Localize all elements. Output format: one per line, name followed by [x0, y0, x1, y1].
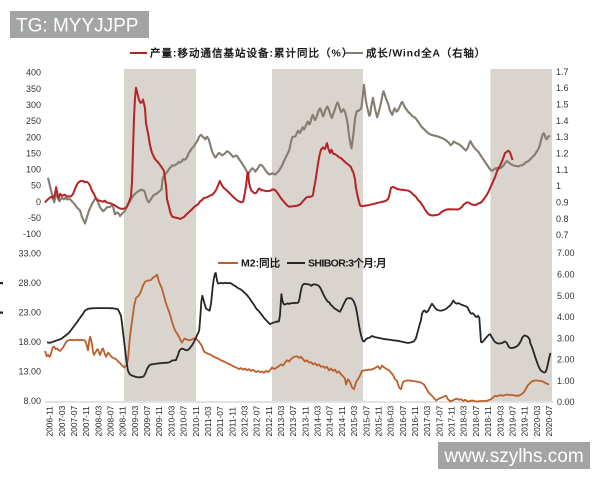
svg-text:1.7: 1.7 — [556, 67, 569, 77]
svg-text:33.00: 33.00 — [18, 249, 41, 259]
svg-text:3.00: 3.00 — [557, 333, 575, 343]
svg-text:2016-03: 2016-03 — [386, 405, 396, 436]
svg-text:23.00: 23.00 — [18, 308, 41, 318]
svg-text:50: 50 — [31, 181, 41, 191]
svg-text:1.6: 1.6 — [556, 83, 569, 93]
svg-text:2017-03: 2017-03 — [422, 405, 432, 436]
svg-text:TG: MYYJJPP: TG: MYYJJPP — [16, 16, 138, 37]
svg-text:2019-07: 2019-07 — [507, 405, 517, 436]
svg-text:2017-07: 2017-07 — [434, 405, 444, 436]
svg-text:1.1: 1.1 — [556, 165, 569, 175]
svg-text:2019-11: 2019-11 — [520, 406, 530, 436]
svg-text:1.4: 1.4 — [556, 116, 569, 126]
svg-text:2016-07: 2016-07 — [398, 405, 408, 436]
svg-text:6.00: 6.00 — [557, 270, 575, 280]
svg-text:产量:移动通信基站设备:累计同比（%）: 产量:移动通信基站设备:累计同比（%） — [150, 47, 353, 60]
svg-text:2015-11: 2015-11 — [374, 406, 384, 436]
svg-text:1: 1 — [556, 181, 561, 191]
svg-text:0: 0 — [36, 197, 41, 207]
svg-text:2018-03: 2018-03 — [459, 405, 469, 436]
svg-text:2019-03: 2019-03 — [495, 405, 505, 436]
svg-text:400: 400 — [26, 68, 41, 78]
svg-text:13.00: 13.00 — [18, 367, 41, 377]
svg-text:2007-07: 2007-07 — [69, 405, 79, 436]
svg-text:350: 350 — [26, 84, 41, 94]
svg-text:2010-03: 2010-03 — [166, 405, 176, 436]
svg-text:2012-11: 2012-11 — [264, 406, 274, 436]
svg-text:2018-11: 2018-11 — [483, 406, 493, 436]
svg-text:1.00: 1.00 — [557, 376, 575, 386]
svg-text:2014-03: 2014-03 — [313, 405, 323, 436]
svg-text:200: 200 — [26, 132, 41, 142]
svg-text:4.00: 4.00 — [557, 312, 575, 322]
svg-text:1.3: 1.3 — [556, 132, 569, 142]
svg-text:-100: -100 — [23, 229, 41, 239]
svg-text:2015-07: 2015-07 — [361, 405, 371, 436]
svg-text:250: 250 — [26, 116, 41, 126]
svg-text:2009-11: 2009-11 — [154, 406, 164, 436]
svg-text:2013-11: 2013-11 — [300, 406, 310, 436]
svg-text:2010-07: 2010-07 — [179, 405, 189, 436]
svg-text:www.szylhs.com: www.szylhs.com — [443, 446, 583, 467]
svg-text:2012-03: 2012-03 — [240, 405, 250, 436]
svg-text:2009-03: 2009-03 — [130, 405, 140, 436]
svg-text:2006-11: 2006-11 — [45, 406, 55, 436]
svg-text:300: 300 — [26, 100, 41, 110]
svg-text:2010-11: 2010-11 — [191, 406, 201, 436]
svg-text:SHIBOR:3个月:月: SHIBOR:3个月:月 — [308, 257, 386, 270]
svg-text:0.9: 0.9 — [556, 198, 569, 208]
svg-text:2018-07: 2018-07 — [471, 405, 481, 436]
svg-text:2009-07: 2009-07 — [142, 405, 152, 436]
svg-text:2015-03: 2015-03 — [349, 405, 359, 436]
svg-text:8.00: 8.00 — [23, 396, 41, 406]
svg-text:2014-07: 2014-07 — [325, 405, 335, 436]
svg-text:7.00: 7.00 — [557, 248, 575, 258]
svg-text:2011-03: 2011-03 — [203, 406, 213, 436]
svg-text:1.5: 1.5 — [556, 100, 569, 110]
svg-text:1.2: 1.2 — [556, 149, 569, 159]
svg-text:0.8: 0.8 — [556, 214, 569, 224]
svg-text:2007-11: 2007-11 — [81, 406, 91, 436]
svg-text:2007-03: 2007-03 — [57, 405, 67, 436]
svg-text:2008-07: 2008-07 — [106, 405, 116, 436]
svg-text:5.00: 5.00 — [557, 291, 575, 301]
svg-text:150: 150 — [26, 148, 41, 158]
svg-text:2011-11: 2011-11 — [227, 407, 237, 437]
svg-text:2.00: 2.00 — [557, 355, 575, 365]
svg-text:2017-11: 2017-11 — [447, 406, 457, 436]
svg-text:28.00: 28.00 — [18, 278, 41, 288]
svg-text:M2:同比: M2:同比 — [241, 257, 281, 270]
svg-text:2008-03: 2008-03 — [93, 405, 103, 436]
svg-text:2014-11: 2014-11 — [337, 406, 347, 436]
svg-text:2020-07: 2020-07 — [544, 405, 554, 436]
svg-text:2013-07: 2013-07 — [288, 405, 298, 436]
svg-text:-50: -50 — [28, 213, 41, 223]
svg-text:2008-11: 2008-11 — [118, 406, 128, 436]
svg-text:0.7: 0.7 — [556, 230, 569, 240]
svg-text:0.00: 0.00 — [557, 397, 575, 407]
svg-text:2013-03: 2013-03 — [276, 405, 286, 436]
svg-text:100: 100 — [26, 165, 41, 175]
svg-text:18.00: 18.00 — [18, 337, 41, 347]
svg-text:2020-03: 2020-03 — [532, 405, 542, 436]
svg-text:2011-07: 2011-07 — [215, 406, 225, 436]
svg-text:成长/Wind全A（右轴）: 成长/Wind全A（右轴） — [366, 47, 486, 60]
svg-text:2012-07: 2012-07 — [252, 405, 262, 436]
svg-text:2016-11: 2016-11 — [410, 406, 420, 436]
